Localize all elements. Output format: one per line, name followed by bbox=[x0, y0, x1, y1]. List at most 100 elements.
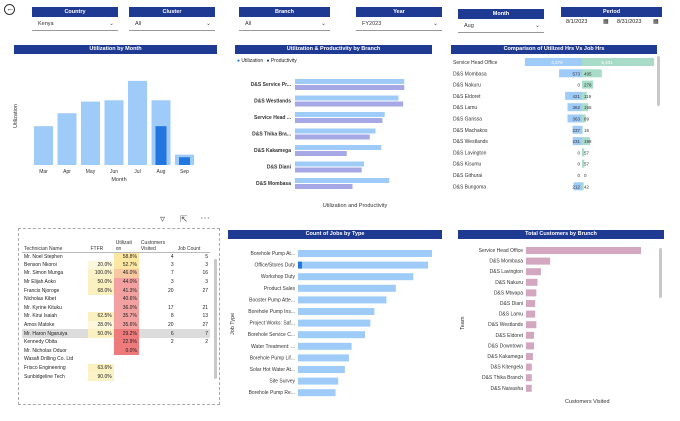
comparison-branch-label: D&S Bungoma bbox=[453, 184, 486, 190]
col-utilization[interactable]: Utilizati on bbox=[113, 232, 139, 253]
cell-customers-visited bbox=[139, 347, 176, 356]
cell-ftfr: 63.6% bbox=[88, 363, 114, 373]
job-type-bar-highlight bbox=[298, 261, 303, 269]
job-type-bar bbox=[298, 308, 375, 315]
year-dropdown[interactable]: FY2023 ⌄ bbox=[356, 18, 442, 31]
job-hrs-value: 57 bbox=[584, 162, 590, 167]
job-type-label: Solar Hot Water At... bbox=[250, 367, 295, 373]
filter-icon[interactable]: ▿ bbox=[160, 214, 166, 225]
period-end-value: 8/31/2023 bbox=[617, 19, 642, 25]
job-hrs-value: 119 bbox=[584, 94, 592, 99]
cell-customers-visited: 17 bbox=[168, 304, 174, 311]
table-row[interactable]: Mr. Simon Munga 100.0% 46.0% 7 16 bbox=[22, 269, 210, 278]
job-type-bar bbox=[298, 273, 414, 281]
job-type-label: Borehole Pump Ins... bbox=[248, 309, 295, 315]
utilized-hrs-value: 0 bbox=[577, 150, 580, 155]
slicer-label: Year bbox=[356, 7, 442, 17]
customer-branch-label: D&S Nakuru bbox=[495, 280, 523, 286]
utilized-hrs-value: 4,279 bbox=[551, 60, 563, 65]
job-type-label: Borehole Pump At... bbox=[251, 251, 295, 257]
job-hrs-value: 89 bbox=[584, 117, 590, 122]
job-hrs-bar bbox=[582, 80, 594, 89]
comparison-branch-label: D&S Machakos bbox=[453, 128, 488, 134]
util-month-chart: Mar Apr May Jun Jul Aug Sep Month bbox=[34, 80, 194, 183]
month-bar bbox=[128, 80, 147, 165]
cell-technician-name: Francis Njoroge bbox=[24, 287, 60, 294]
job-hrs-bar bbox=[582, 103, 589, 112]
cell-technician-name: Frisco Engineering bbox=[24, 365, 66, 372]
cell-utilization bbox=[114, 355, 139, 364]
calendar-icon[interactable]: ▦ bbox=[653, 19, 659, 25]
period-start-input[interactable]: 8/1/2023 bbox=[566, 19, 606, 29]
cell-technician-name: Mr. Kyrine Kituku bbox=[24, 304, 62, 311]
cell-customers-visited bbox=[139, 372, 176, 381]
utilized-hrs-value: 0 bbox=[577, 173, 580, 178]
job-type-bar bbox=[298, 261, 428, 269]
table-row[interactable]: Frisco Engineering 63.6% bbox=[22, 363, 210, 373]
legend-productivity: Productivity bbox=[270, 58, 297, 64]
customers-branch-chart: Service Head Office D&S Mombasa D&S Laving… bbox=[479, 247, 641, 392]
col-job-count[interactable]: Job Count bbox=[175, 232, 210, 253]
month-dropdown[interactable]: Aug ⌄ bbox=[458, 20, 544, 33]
job-hrs-bar bbox=[582, 182, 584, 191]
cell-utilization bbox=[114, 364, 139, 373]
customers-branch-title: Total Customers by Brunch bbox=[458, 230, 664, 239]
util-month-xlabel: Month bbox=[111, 177, 126, 183]
comparison-scrollbar[interactable] bbox=[657, 56, 660, 106]
country-dropdown[interactable]: Kenya ⌄ bbox=[32, 18, 118, 31]
back-button[interactable]: ← bbox=[4, 4, 15, 15]
table-row[interactable]: Amos Matoke 28.0% 35.6% 20 27 bbox=[22, 320, 210, 330]
cell-customers-visited: 3 bbox=[170, 279, 174, 286]
table-row[interactable]: Kennedy Obita 22.9% 2 2 bbox=[22, 337, 210, 347]
more-options-icon[interactable]: ⋯ bbox=[200, 213, 210, 224]
branch-dropdown[interactable]: All ⌄ bbox=[239, 18, 330, 31]
utilization-bar bbox=[295, 178, 390, 183]
customer-branch-label: D&S Lavington bbox=[490, 269, 524, 275]
table-row[interactable]: Mr Elijah Aoko 50.0% 44.0% 3 3 bbox=[22, 277, 210, 287]
table-row[interactable]: Benson Nkoroi 20.0% 52.7% 3 3 bbox=[22, 260, 210, 270]
utilized-hrs-value: 212 bbox=[572, 184, 580, 189]
job-type-bar bbox=[298, 389, 336, 397]
cell-customers-visited: 2 bbox=[170, 339, 174, 346]
customer-branch-label: D&S Eldoret bbox=[495, 333, 523, 339]
cell-utilization: 46.0% bbox=[113, 269, 139, 278]
table-row[interactable]: Mr. Noel Stephen 58.8% 4 5 bbox=[22, 252, 210, 261]
col-customers-visited[interactable]: Customers Visited bbox=[138, 232, 176, 253]
cluster-dropdown[interactable]: All ⌄ bbox=[129, 18, 215, 31]
month-bar-highlight bbox=[155, 126, 167, 165]
util-prod-legend: ● Utilization ● Productivity bbox=[237, 58, 297, 64]
table-row[interactable]: Mr. Haron Ngaruiya 50.0% 29.2% 6 7 bbox=[22, 329, 210, 338]
focus-mode-icon[interactable]: ⇱ bbox=[180, 214, 188, 224]
productivity-bar bbox=[295, 167, 362, 173]
slicer-value: FY2023 bbox=[362, 21, 382, 27]
branch-tick-label: D&S Diani bbox=[267, 165, 292, 171]
job-hrs-bar bbox=[582, 159, 585, 168]
table-row[interactable]: Mr. Kirui Isaiah 62.5% 35.7% 8 13 bbox=[22, 312, 210, 321]
table-row[interactable]: Mr. Nicholas Oduor 0.0% bbox=[22, 346, 210, 356]
utilized-hrs-bar bbox=[567, 103, 582, 112]
period-end-input[interactable]: 8/31/2023 bbox=[617, 19, 657, 29]
cell-job-count bbox=[176, 347, 210, 356]
comparison-branch-label: D&S Mombasa bbox=[453, 71, 487, 77]
calendar-icon[interactable]: ▦ bbox=[603, 19, 609, 25]
col-ftfr[interactable]: FTFR bbox=[88, 232, 114, 253]
col-technician-name[interactable]: Technician Name bbox=[22, 232, 89, 253]
table-row[interactable]: Wasafi Drilling Co. Ltd bbox=[22, 355, 210, 364]
table-row[interactable]: Sunbidgeline Tech 90.0% bbox=[22, 372, 210, 381]
cell-utilization: 35.7% bbox=[113, 312, 139, 321]
customer-branch-label: D&S Downtown bbox=[488, 343, 523, 349]
month-bar bbox=[81, 101, 100, 165]
comparison-chart: Service Head Office 4,279 5,401 D&S Mombasa… bbox=[453, 58, 654, 191]
cell-customers-visited: 7 bbox=[170, 270, 174, 277]
slicer-value: All bbox=[135, 21, 142, 27]
customer-branch-bar bbox=[526, 363, 532, 371]
job-hrs-value: 42 bbox=[584, 184, 590, 189]
customers-scrollbar[interactable] bbox=[659, 248, 662, 298]
table-row[interactable]: Francis Njoroge 68.0% 41.3% 20 27 bbox=[22, 286, 210, 295]
util-month-title: Utilization by Month bbox=[14, 45, 217, 54]
table-scrollbar[interactable] bbox=[214, 259, 217, 379]
cell-job-count: 27 bbox=[202, 287, 208, 294]
table-row[interactable]: Nicholas Kibet 40.6% bbox=[22, 294, 210, 304]
job-type-label: Booster Pump Atte... bbox=[249, 297, 295, 303]
table-row[interactable]: Mr. Kyrine Kituku 36.0% 17 21 bbox=[22, 303, 210, 313]
